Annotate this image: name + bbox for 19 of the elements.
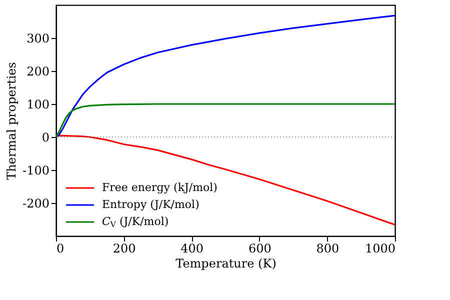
y-tick-label: 100 [26,98,50,112]
x-axis-title: Temperature (K) [176,256,276,270]
legend-label: Entropy (J/K/mol) [102,198,200,211]
y-tick-label: 0 [42,130,50,144]
x-tick-label: 800 [316,242,340,256]
line-series [56,14,395,138]
y-tick-label: -100 [22,164,50,178]
line-series [56,103,395,138]
x-tick-label: 600 [248,242,272,256]
y-tick-label: 200 [26,64,50,78]
x-tick-label: 400 [180,242,204,256]
y-tick-label: 300 [26,32,50,46]
line-series [56,134,395,226]
y-tick-label: -200 [22,196,50,210]
x-tick-label: 200 [112,242,136,256]
y-axis-title: Thermal properties [4,62,19,180]
x-tick-label: 1000 [364,242,396,256]
x-tick-label: 0 [56,242,64,256]
legend-label: Free energy (kJ/mol) [102,181,218,194]
